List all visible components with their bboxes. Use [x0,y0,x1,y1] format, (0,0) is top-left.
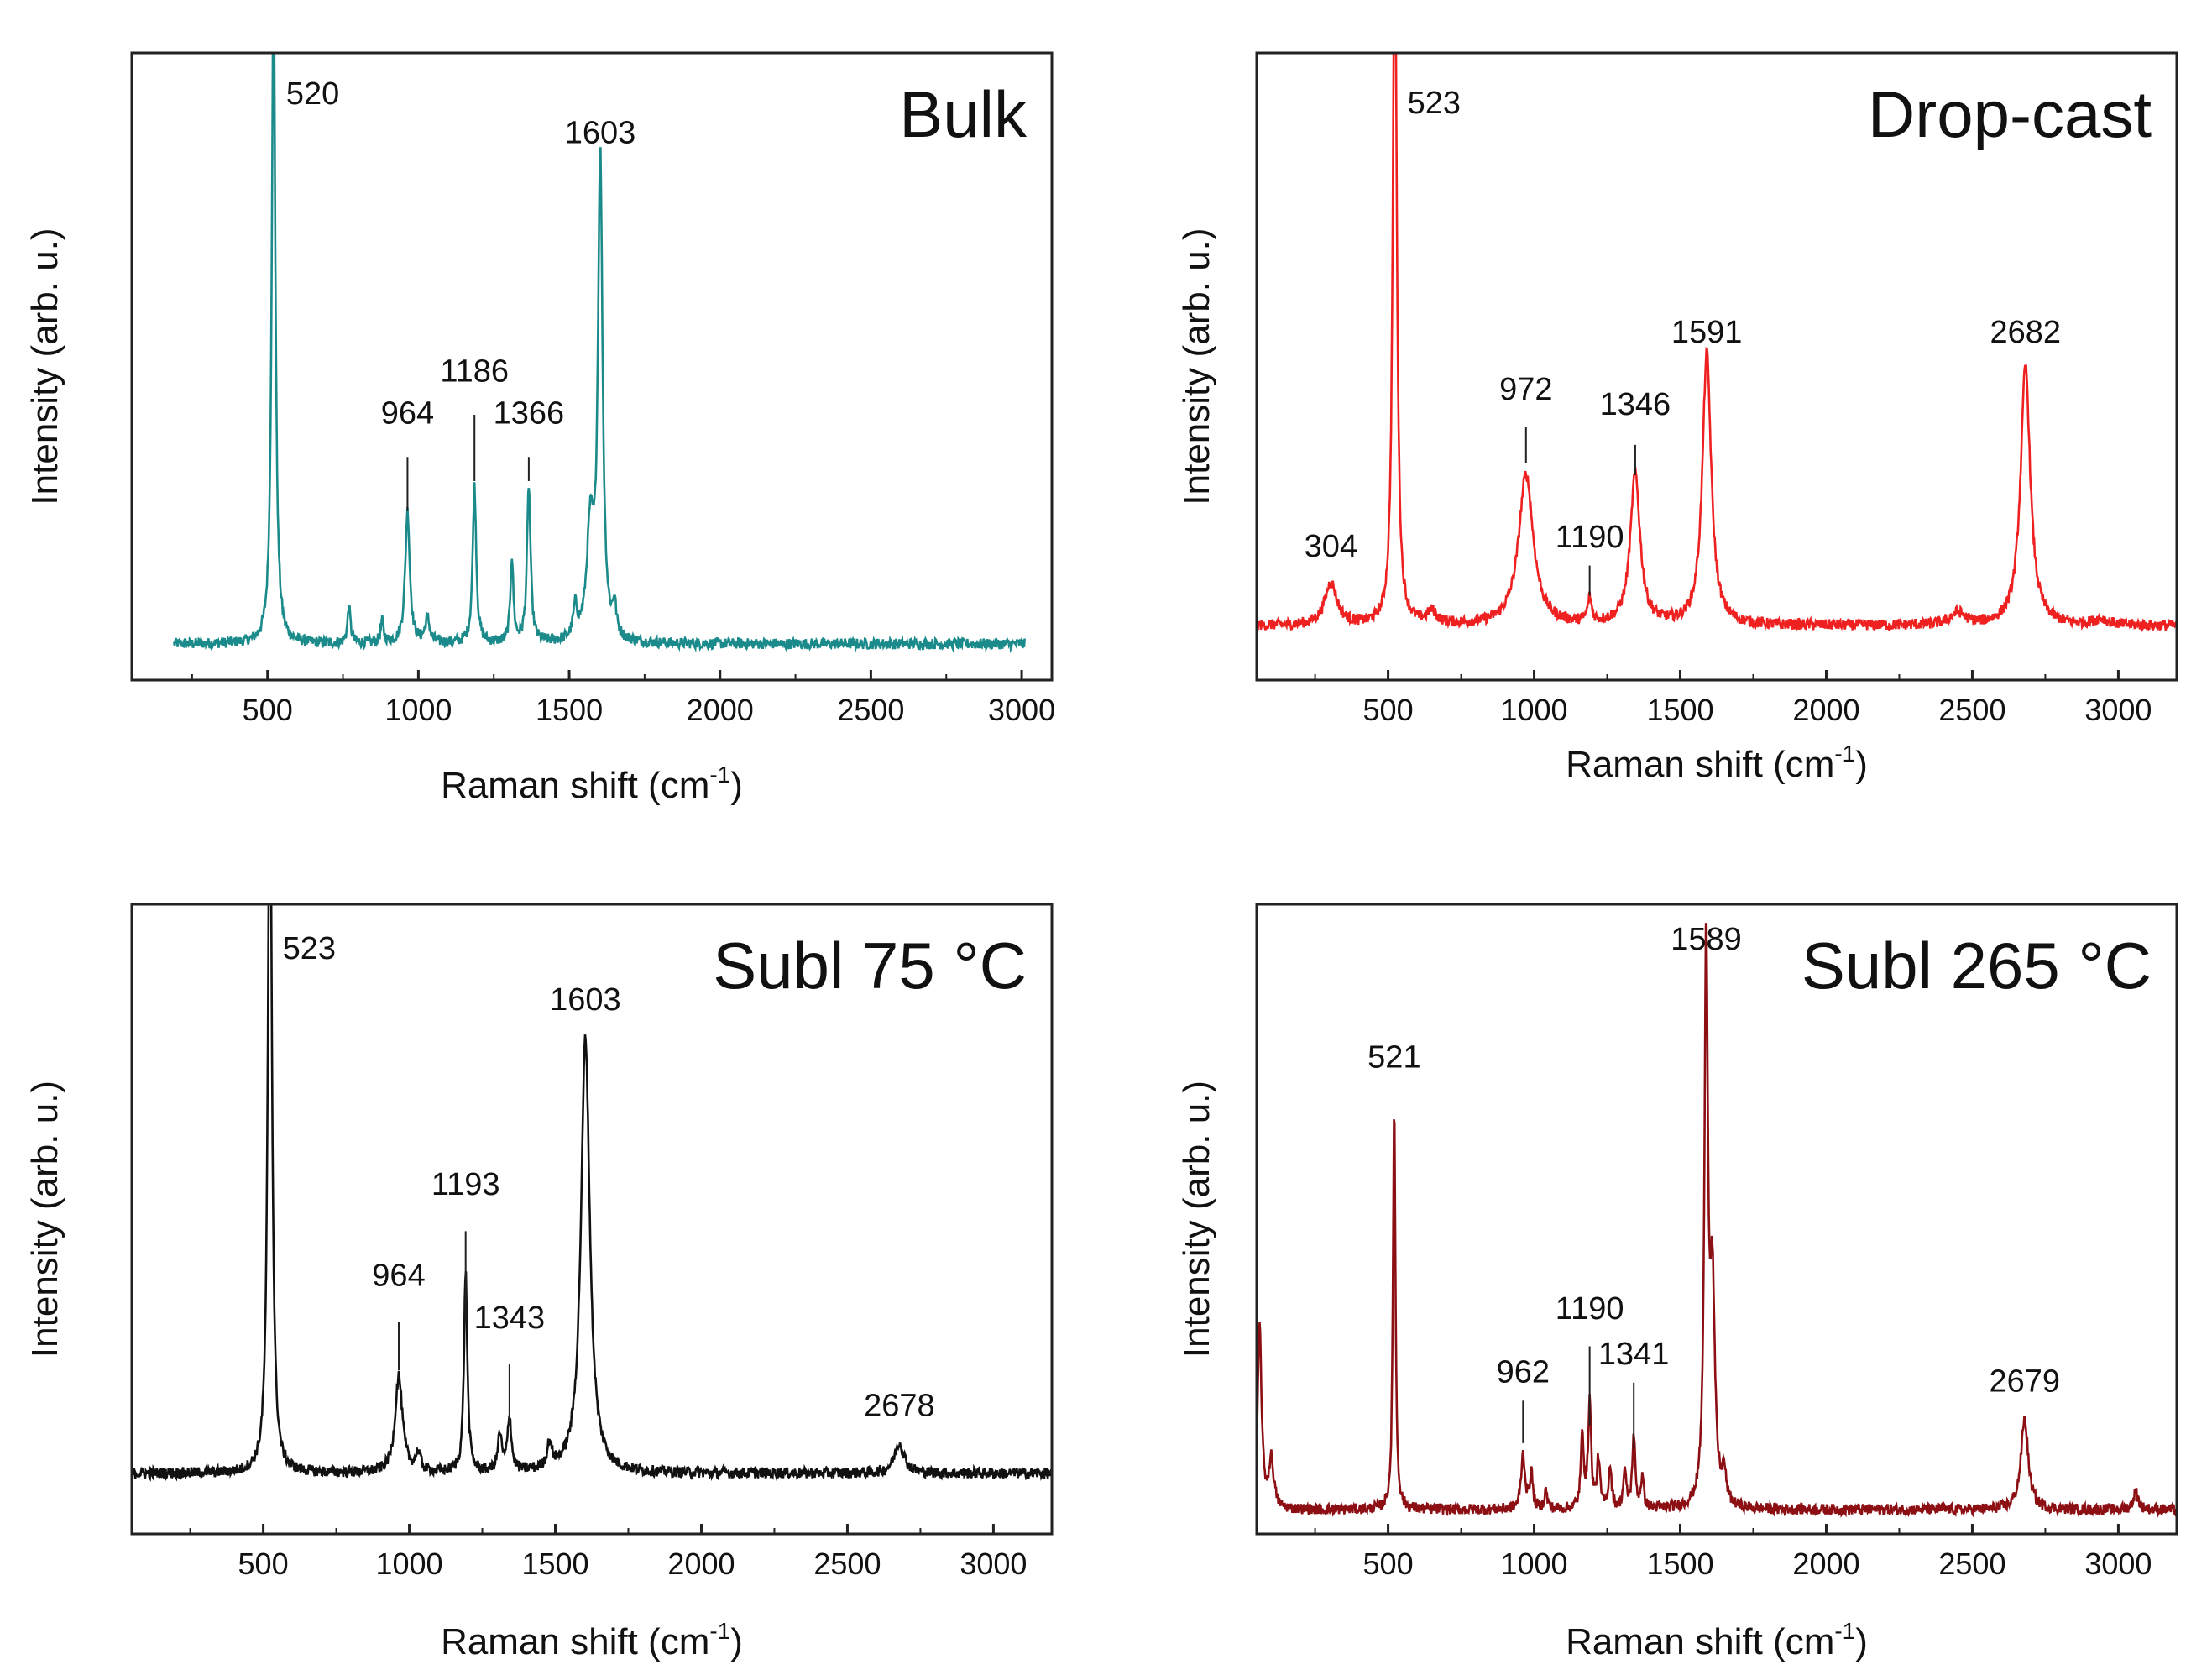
peak-label: 304 [1305,529,1357,564]
x-tick-label: 3000 [988,693,1055,727]
peak-label: 962 [1497,1355,1550,1390]
x-tick-label: 500 [243,693,293,727]
peak-label: 1366 [494,396,565,432]
peak-label: 2679 [1989,1364,2060,1400]
peak-label: 1190 [1556,520,1624,555]
x-tick-label: 1000 [1500,693,1567,727]
peak-label: 1190 [1556,1291,1624,1327]
chart-panel-2: 500 1000 1500 2000 2500 3000 Drop-cast Raman sh… [1176,51,2178,785]
x-tick-label: 1500 [536,693,603,727]
peak-label: 972 [1499,372,1552,407]
x-tick-label: 500 [238,1547,289,1581]
chart-panel-1: 500 1000 1500 2000 2500 3000 Bulk Raman shift (… [24,51,1055,806]
peak-label: 1341 [1598,1337,1670,1372]
x-axis-label: Raman shift (cm-1) [441,762,743,806]
x-tick-label: 1000 [384,693,452,727]
plot-frame [1255,903,2178,1536]
x-tick-label: 3000 [2084,693,2152,727]
x-tick-label: 1000 [1500,1547,1567,1581]
peak-label: 964 [381,396,434,432]
peak-label: 521 [1367,1040,1420,1076]
x-tick-label: 2500 [837,693,904,727]
x-tick-label: 2000 [1792,693,1859,727]
x-tick-label: 1500 [1646,1547,1713,1581]
x-tick-label: 2000 [687,693,754,727]
x-tick-label: 2000 [1792,1547,1859,1581]
chart-panel-3: 500 1000 1500 2000 2500 3000 Subl 75 °C Raman s… [24,903,1054,1662]
x-tick-label: 2500 [1938,693,2005,727]
spectrum-line-3 [132,904,1052,1483]
x-axis-label: Raman shift (cm-1) [1566,1618,1868,1662]
x-tick-label: 3000 [960,1547,1027,1581]
spectrum-line-2 [1257,53,2177,633]
y-axis-label: Intensity (arb. u.) [1176,228,1217,505]
x-axis-label: Raman shift (cm-1) [441,1618,743,1662]
x-tick-label: 1000 [375,1547,442,1581]
peak-label: 1591 [1671,315,1743,350]
chart-panel-4: 500 1000 1500 2000 2500 3000 Subl 265 °C Raman … [1176,903,2178,1662]
panel-title: Bulk [899,77,1028,151]
plot-frame [1255,51,2178,682]
panel-title: Subl 265 °C [1801,929,2152,1002]
x-tick-label: 500 [1363,1547,1414,1581]
peak-label: 1603 [550,982,621,1018]
peak-label: 1346 [1600,387,1671,422]
panel-title: Drop-cast [1868,77,2152,151]
peak-label: 1343 [474,1301,546,1336]
peak-label: 1186 [440,353,509,389]
x-tick-label: 500 [1363,693,1414,727]
peak-label: 1589 [1671,922,1742,957]
y-axis-label: Intensity (arb. u.) [24,228,65,505]
spectrum-line-1 [173,53,1026,654]
peak-label: 523 [1408,86,1461,121]
peak-label: 523 [283,931,336,966]
peak-label: 520 [286,76,339,112]
peak-label: 1603 [565,116,636,151]
y-axis-label: Intensity (arb. u.) [24,1081,65,1358]
x-axis-label: Raman shift (cm-1) [1566,741,1868,785]
x-tick-label: 2500 [1938,1547,2005,1581]
plot-frame [130,51,1054,682]
peak-label: 2682 [1990,315,2061,350]
x-tick-label: 1500 [521,1547,588,1581]
x-tick-label: 2000 [667,1547,735,1581]
peak-label: 1193 [431,1167,500,1202]
panel-title: Subl 75 °C [713,929,1027,1002]
peak-label: 2678 [864,1388,935,1423]
x-tick-label: 3000 [2084,1547,2152,1581]
spectrum-line-4 [1257,922,2177,1519]
plot-frame [130,903,1054,1536]
peak-label: 964 [372,1258,425,1293]
y-axis-label: Intensity (arb. u.) [1176,1081,1217,1358]
x-tick-label: 1500 [1646,693,1713,727]
x-tick-label: 2500 [813,1547,881,1581]
